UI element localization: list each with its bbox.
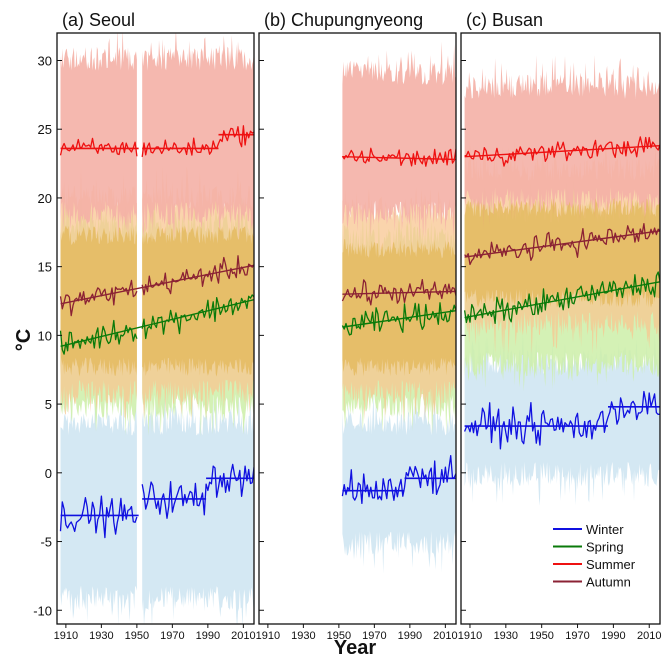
panel-frame-2 [258, 32, 457, 625]
legend-label-spring: Spring [586, 540, 624, 555]
legend: Winter Spring Summer Autumn [553, 522, 636, 590]
panel-lines-2 [341, 147, 456, 505]
series-summer [464, 136, 660, 167]
panel-lines-3 [463, 136, 660, 450]
x-axis-title: Year [334, 637, 376, 659]
x-tick-label: 1930 [89, 630, 113, 642]
trend-summer [464, 145, 660, 158]
series-winter [341, 455, 456, 505]
series-layer [59, 125, 660, 539]
y-tick-label: 10 [38, 328, 52, 343]
series-autumn [59, 279, 138, 317]
x-tick-label: 1990 [398, 630, 422, 642]
band-summer [464, 55, 660, 230]
band-summer [142, 33, 254, 242]
x-tick-label: 1930 [494, 630, 518, 642]
trend-autumn [342, 290, 456, 295]
series-summer [141, 125, 254, 157]
x-tick-label: 1910 [458, 630, 482, 642]
trend-autumn [464, 230, 660, 258]
y-axis-title: °C [13, 329, 35, 351]
band-winter [464, 329, 660, 506]
panel-bands-1 [60, 33, 254, 624]
x-tick-label: 1970 [362, 630, 386, 642]
band-overlap [342, 239, 456, 377]
x-tick-label: 1910 [256, 630, 280, 642]
band-summer [60, 33, 137, 238]
x-tick-label: 1970 [160, 630, 184, 642]
x-tick-label: 1970 [565, 630, 589, 642]
band-winter [142, 392, 254, 624]
legend-label-autumn: Autumn [586, 575, 631, 590]
series-spring [463, 271, 660, 325]
series-spring [341, 302, 456, 336]
x-tick-label: 1950 [529, 630, 553, 642]
trend-spring [464, 281, 660, 319]
trend-spring [60, 298, 254, 348]
series-summer [341, 147, 456, 167]
x-tick-label: 1950 [125, 630, 149, 642]
series-autumn [141, 255, 254, 296]
panel-frame-1 [56, 32, 255, 625]
panel-title-2: (b) Chupungnyeong [264, 10, 423, 30]
panel-frames [56, 32, 661, 625]
y-tick-label: 30 [38, 53, 52, 68]
trend-autumn [60, 264, 254, 305]
series-autumn [341, 278, 456, 306]
band-overlap [464, 198, 660, 308]
panel-bands-2 [342, 41, 456, 574]
y-tick-label: 0 [45, 466, 52, 481]
x-tick-label: 2010 [637, 630, 661, 642]
y-tick-label: 15 [38, 260, 52, 275]
y-tick-label: 5 [45, 397, 52, 412]
panel-title-3: (c) Busan [466, 10, 543, 30]
panel-frame-3 [460, 32, 661, 625]
trend-summer [342, 155, 456, 161]
x-tick-label: 2010 [231, 630, 255, 642]
panel-lines-1 [59, 125, 254, 539]
x-tick-label: 1990 [601, 630, 625, 642]
y-tick-label: -10 [33, 603, 52, 618]
panel-bands-3 [464, 55, 660, 506]
band-winter [60, 396, 137, 624]
band-summer [342, 41, 456, 242]
trend-spring [342, 309, 456, 328]
y-tick-label: 25 [38, 122, 52, 137]
x-tick-label: 1950 [327, 630, 351, 642]
x-tick-label: 2010 [433, 630, 457, 642]
series-summer [59, 137, 138, 157]
series-spring [59, 319, 138, 355]
y-tick-label: -5 [40, 535, 52, 550]
legend-label-summer: Summer [586, 557, 636, 572]
panel-title-1: (a) Seoul [62, 10, 135, 30]
x-tick-label: 1990 [196, 630, 220, 642]
axes-layer: (a) Seoul -10 -5 0 5 10 15 20 25 30 1910 1930 1950 19… [33, 10, 661, 642]
x-tick-label: 1930 [291, 630, 315, 642]
series-autumn [464, 223, 660, 266]
band-overlap [142, 225, 254, 377]
series-winter [59, 495, 138, 539]
y-tick-label: 20 [38, 191, 52, 206]
legend-label-winter: Winter [586, 522, 624, 537]
series-spring [141, 294, 254, 340]
band-winter [342, 391, 456, 574]
x-tick-label: 1910 [54, 630, 78, 642]
